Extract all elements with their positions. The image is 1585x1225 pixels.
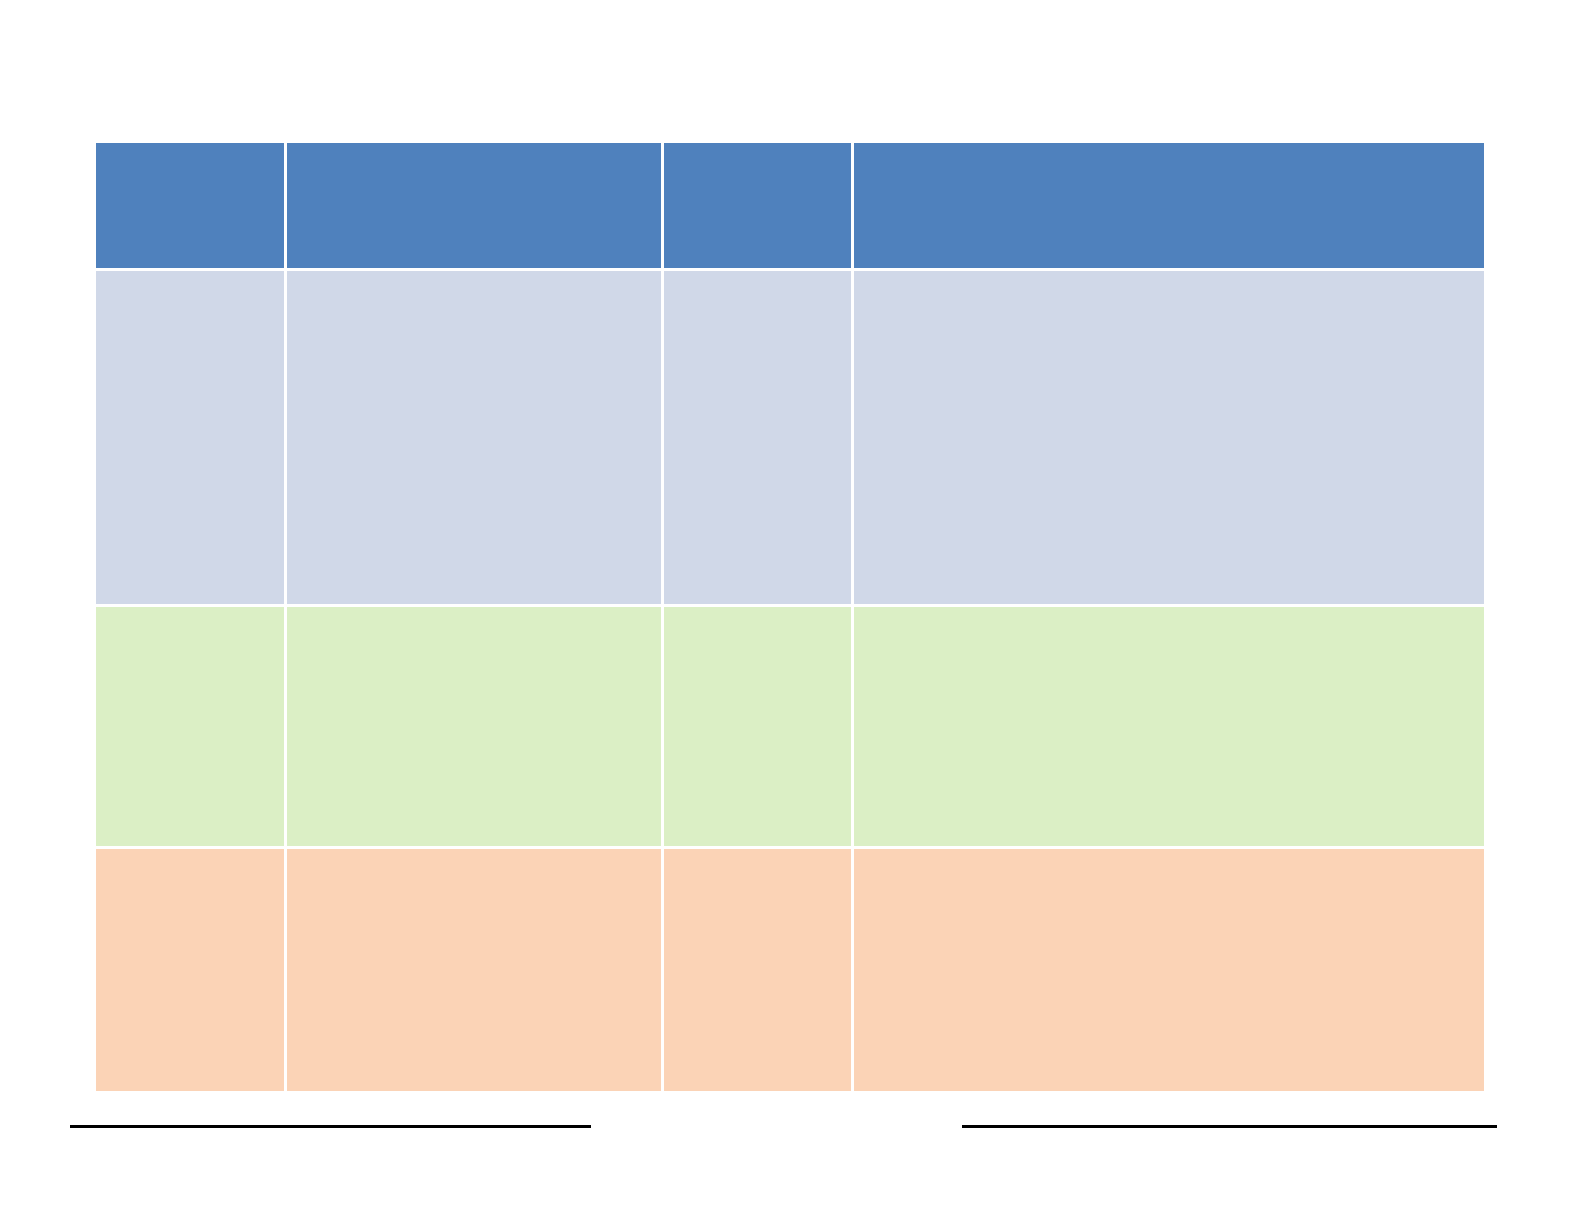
row-1-cell-1 [96, 271, 287, 607]
row-2-cell-3 [664, 607, 854, 849]
row-1-cell-3 [664, 271, 854, 607]
color-coded-table [96, 143, 1484, 1091]
signature-line-right [962, 1125, 1497, 1128]
header-cell-1 [96, 143, 287, 271]
row-1-cell-2 [287, 271, 664, 607]
row-1-cell-4 [854, 271, 1484, 607]
header-cell-4 [854, 143, 1484, 271]
row-2-cell-4 [854, 607, 1484, 849]
signature-line-left [70, 1125, 591, 1128]
row-2-cell-2 [287, 607, 664, 849]
row-3-cell-1 [96, 849, 287, 1091]
header-cell-2 [287, 143, 664, 271]
header-cell-3 [664, 143, 854, 271]
row-3-cell-4 [854, 849, 1484, 1091]
row-3-cell-2 [287, 849, 664, 1091]
row-3-cell-3 [664, 849, 854, 1091]
row-2-cell-1 [96, 607, 287, 849]
